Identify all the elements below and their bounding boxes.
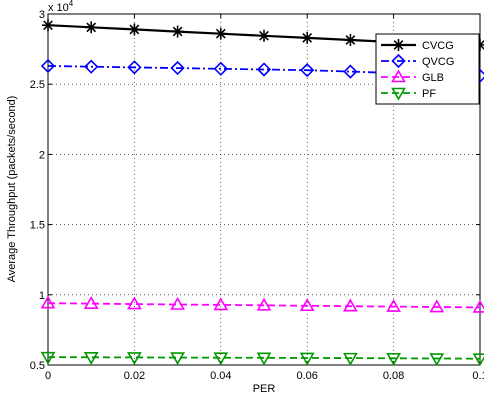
legend-marker-glb (391, 69, 406, 83)
legend-label-cvcg: CVCG (422, 40, 454, 52)
data-point-pf (386, 352, 401, 366)
legend-label-pf: PF (422, 88, 436, 100)
data-point-glb (213, 297, 229, 311)
x-tick-label: 0.08 (383, 370, 404, 382)
data-point-glb (343, 298, 358, 312)
data-point-qvcg (343, 64, 358, 79)
legend-label-qvcg: QVCG (422, 56, 454, 68)
data-point-glb (170, 296, 185, 310)
series-line-glb (47, 302, 481, 309)
legend-label-glb: GLB (422, 72, 444, 84)
data-point-cvcg (42, 19, 54, 32)
marker-stroke (172, 26, 183, 37)
marker-stroke (86, 22, 97, 33)
series-pf (40, 351, 484, 367)
data-point-qvcg (84, 59, 99, 74)
data-point-pf (127, 352, 142, 366)
series-line-pf (47, 356, 481, 360)
x-tick-label: 0.06 (296, 370, 317, 382)
data-point-cvcg (301, 31, 314, 44)
y-axis-ticks: 0.5 1 1.5 2 2.5 3 (30, 9, 480, 372)
data-point-pf (343, 352, 358, 366)
legend-entry-pf: PF (381, 87, 436, 101)
marker-stroke (345, 35, 356, 45)
x-tick-label: 0.02 (124, 370, 145, 382)
data-point-pf (170, 352, 185, 366)
legend-marker-qvcg (391, 53, 406, 69)
data-point-cvcg (214, 27, 227, 40)
data-point-qvcg (40, 58, 56, 74)
data-point-glb (472, 299, 484, 313)
marker-stroke (393, 40, 404, 50)
marker-stroke (302, 32, 313, 43)
marker-stroke (259, 30, 269, 41)
marker-stroke (215, 28, 226, 39)
y-tick-label: 2 (39, 149, 45, 161)
data-point-glb (83, 296, 99, 309)
legend-entry-qvcg: QVCG (381, 53, 454, 69)
data-point-cvcg (258, 29, 270, 42)
y-tick-label: 1 (39, 290, 45, 302)
data-point-pf (213, 352, 229, 366)
data-point-qvcg (213, 61, 228, 76)
x-tick-label: 0.04 (210, 370, 231, 382)
data-point-cvcg (344, 33, 357, 46)
y-tick-label: 1.5 (30, 220, 45, 232)
data-point-glb (386, 298, 401, 312)
data-point-glb (127, 296, 142, 310)
x-axis-label: PER (253, 383, 276, 395)
data-point-cvcg (85, 21, 98, 34)
legend: CVCG QVCG GLB PF (375, 33, 480, 105)
y-tick-label: 0.5 (30, 360, 45, 372)
data-point-pf (40, 351, 56, 365)
y-axis-multiplier-exponent: 4 (69, 0, 74, 8)
data-point-glb (429, 299, 445, 313)
data-point-pf (429, 353, 445, 367)
data-point-qvcg (300, 63, 315, 78)
data-point-glb (256, 297, 272, 311)
legend-entry-glb: GLB (381, 69, 444, 84)
data-point-glb (299, 298, 315, 312)
data-point-pf (256, 352, 272, 366)
legend-entry-cvcg: CVCG (381, 39, 454, 52)
marker-stroke (129, 24, 140, 35)
legend-marker-pf (391, 87, 406, 101)
y-tick-label: 2.5 (30, 79, 45, 91)
series-glb (40, 295, 484, 313)
series-layer (40, 19, 484, 367)
y-tick-label: 3 (39, 9, 45, 21)
data-point-qvcg (170, 60, 185, 76)
data-point-pf (83, 351, 99, 365)
data-point-qvcg (127, 60, 142, 75)
data-point-cvcg (128, 23, 141, 36)
data-point-pf (472, 353, 484, 367)
y-axis-multiplier: x 104 (48, 0, 74, 14)
legend-marker-cvcg (392, 39, 405, 51)
y-axis-label: Average Throughput (packets/second) (6, 96, 18, 283)
data-point-glb (40, 295, 56, 309)
data-point-cvcg (171, 25, 184, 38)
data-point-qvcg (256, 62, 272, 77)
x-tick-label: 0.1 (472, 370, 484, 382)
x-tick-label: 0 (45, 370, 51, 382)
data-point-pf (299, 352, 315, 366)
marker-stroke (43, 20, 53, 31)
